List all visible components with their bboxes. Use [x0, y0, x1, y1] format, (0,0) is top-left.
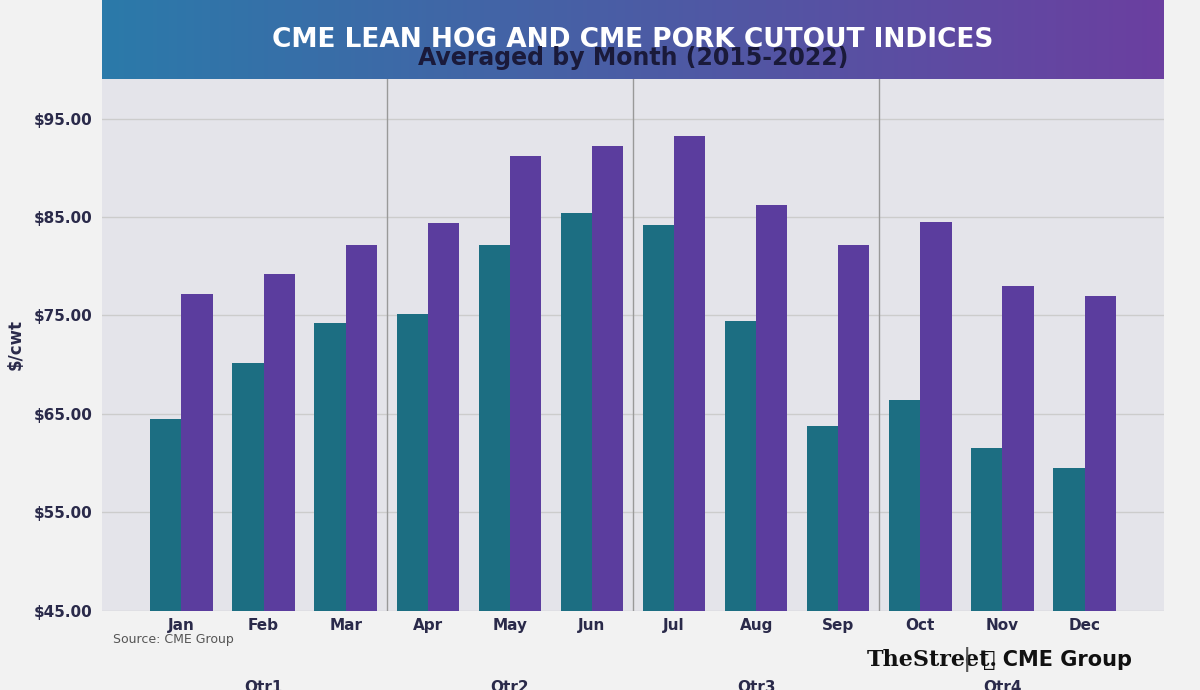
Bar — [971, 448, 1002, 690]
Text: Source: CME Group: Source: CME Group — [113, 633, 233, 646]
Text: Qtr4: Qtr4 — [983, 680, 1021, 690]
Y-axis label: $/cwt: $/cwt — [7, 319, 25, 371]
Bar — [264, 274, 295, 690]
Text: TheStreet.: TheStreet. — [866, 649, 997, 671]
Bar — [427, 223, 458, 690]
Text: Qtr1: Qtr1 — [245, 680, 283, 690]
Text: Qtr2: Qtr2 — [491, 680, 529, 690]
Text: CME LEAN HOG AND CME PORK CUTOUT INDICES: CME LEAN HOG AND CME PORK CUTOUT INDICES — [272, 27, 994, 52]
Bar — [510, 156, 541, 690]
Bar — [920, 222, 952, 690]
Title: Averaged by Month (2015-2022): Averaged by Month (2015-2022) — [418, 46, 848, 70]
Bar — [396, 313, 427, 690]
Bar — [233, 363, 264, 690]
Bar — [889, 400, 920, 690]
Bar — [150, 419, 181, 690]
Text: ⓘ CME Group: ⓘ CME Group — [984, 650, 1133, 670]
Bar — [346, 245, 377, 690]
Bar — [725, 322, 756, 690]
Bar — [1002, 286, 1033, 690]
Bar — [560, 213, 592, 690]
Bar — [839, 245, 870, 690]
Text: |: | — [964, 647, 972, 672]
Bar — [756, 206, 787, 690]
Text: Qtr3: Qtr3 — [737, 680, 775, 690]
Bar — [592, 146, 623, 690]
Bar — [181, 294, 212, 690]
Bar — [643, 225, 674, 690]
Bar — [674, 137, 706, 690]
Bar — [314, 324, 346, 690]
Bar — [479, 245, 510, 690]
Bar — [1054, 468, 1085, 690]
Bar — [808, 426, 839, 690]
Bar — [1085, 296, 1116, 690]
